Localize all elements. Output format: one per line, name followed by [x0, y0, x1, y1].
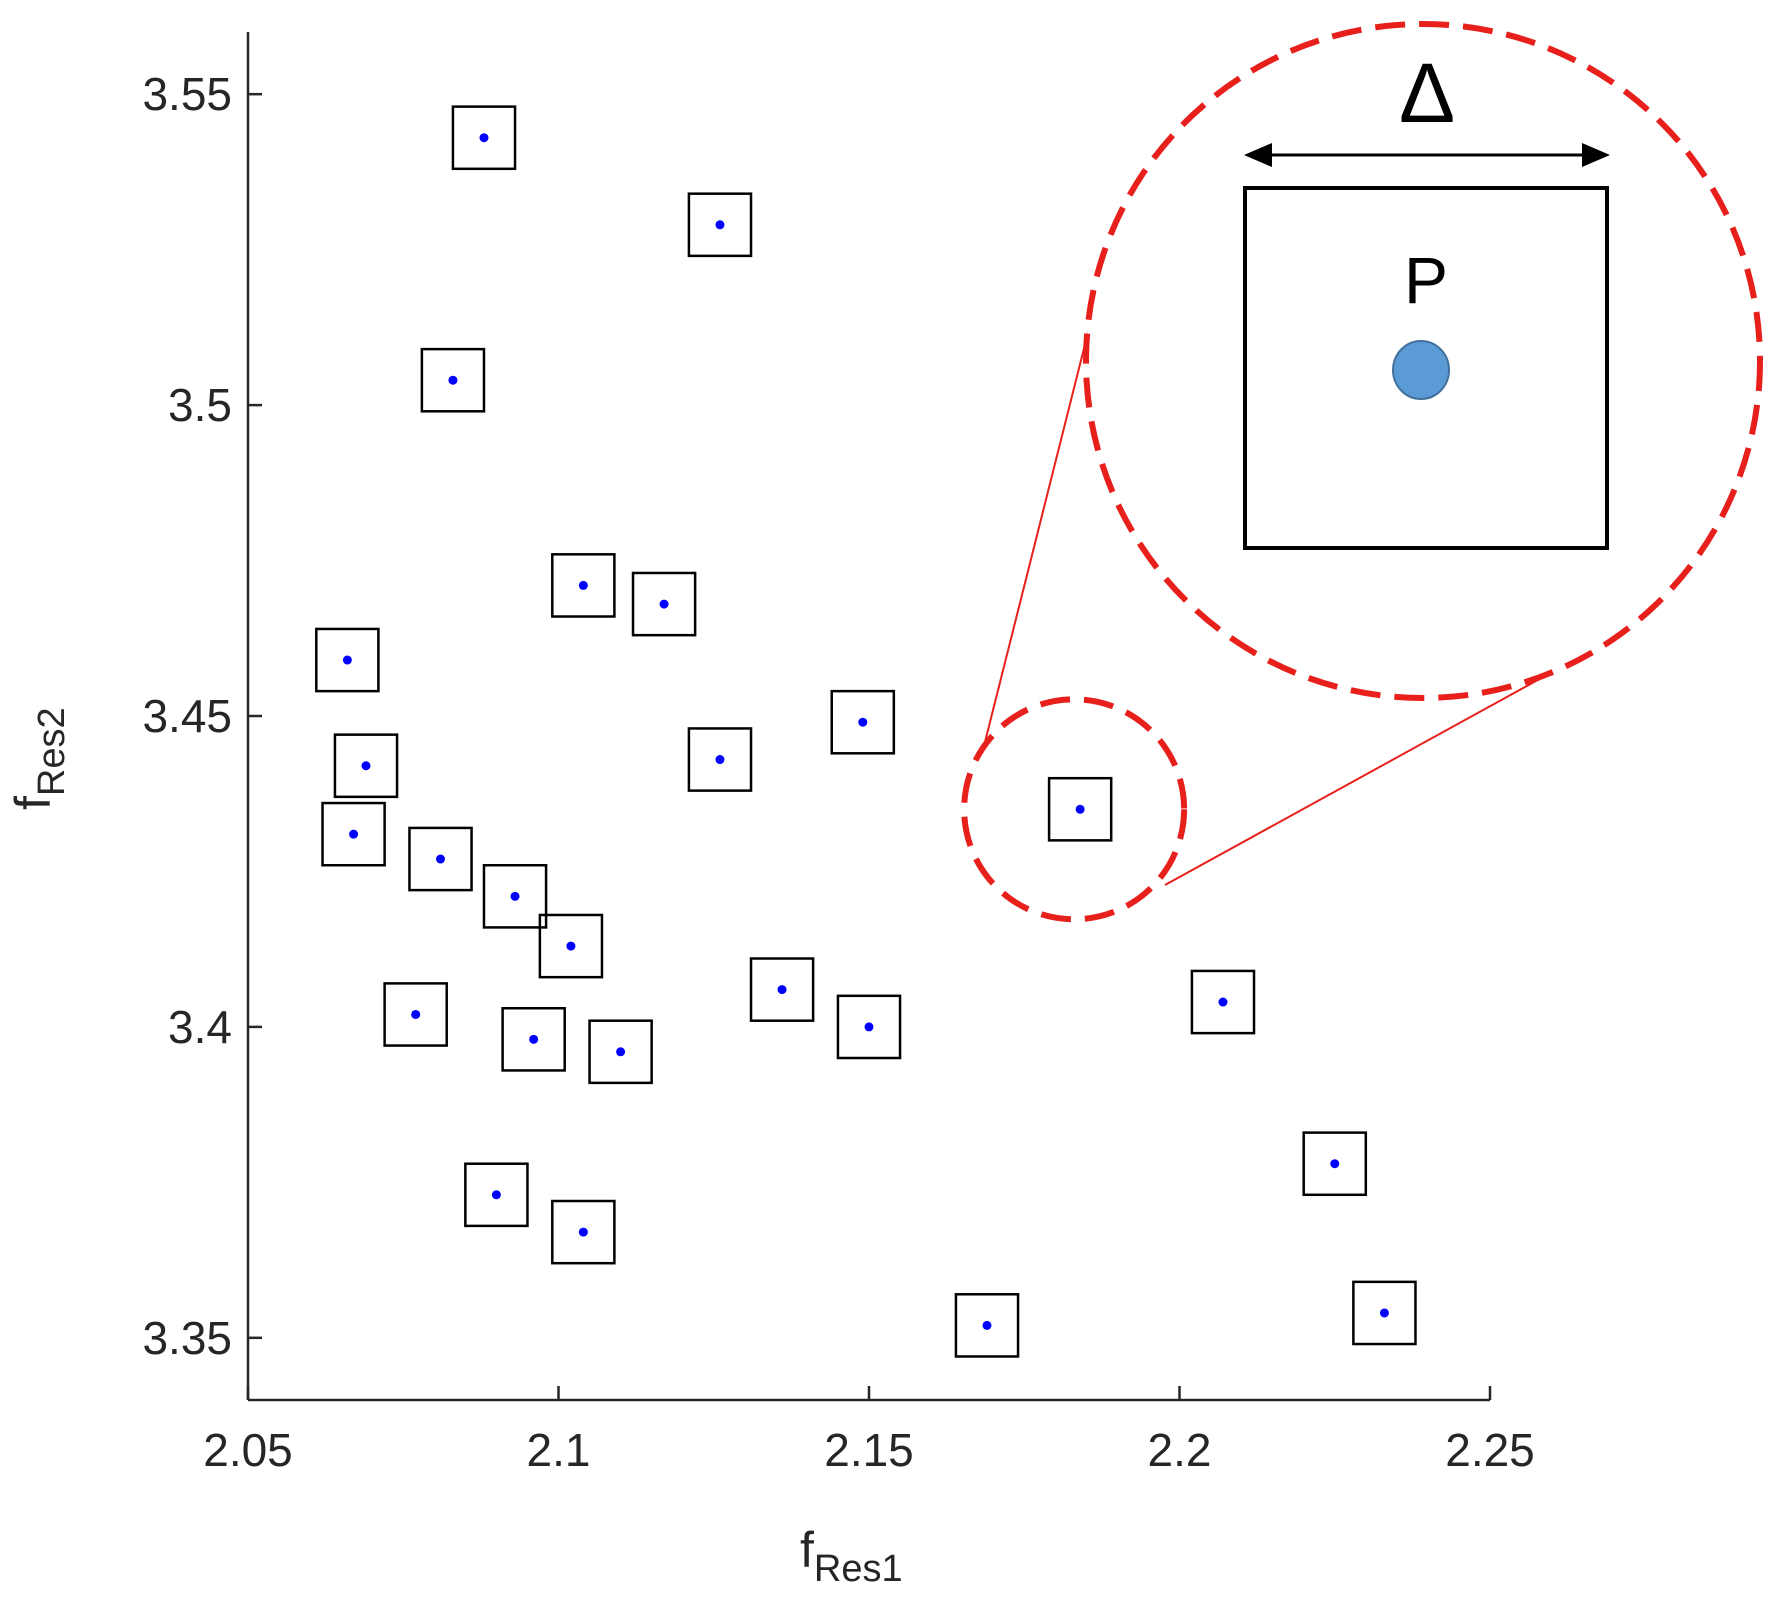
data-point [578, 1227, 588, 1237]
data-point [858, 717, 868, 727]
data-point [1218, 997, 1228, 1007]
y-tick-label: 3.35 [142, 1312, 232, 1364]
uncertainty-box [420, 347, 486, 413]
y-tick-label: 3.55 [142, 68, 232, 120]
data-point [436, 854, 446, 864]
uncertainty-box [1190, 969, 1256, 1035]
data-point [349, 829, 359, 839]
data-point [361, 761, 371, 771]
y-axis-label-sub: Res2 [31, 707, 73, 796]
uncertainty-box [1047, 776, 1113, 842]
delta-arrow-head-right [1582, 143, 1610, 167]
uncertainty-box [1352, 1280, 1417, 1346]
uncertainty-box [588, 1019, 653, 1085]
point-p-label: P [1404, 243, 1448, 317]
data-point [411, 1009, 421, 1019]
data-point [529, 1034, 539, 1044]
data-point [659, 599, 669, 609]
tick-labels: 2.05 2.1 2.15 2.2 2.25 3.35 3.4 3.45 3.5 3.55 [142, 68, 1534, 1476]
zoom-connector-line [1164, 675, 1546, 886]
uncertainty-box [749, 957, 815, 1022]
y-axis-label: fRes2 [5, 707, 73, 810]
x-tick-label: 2.2 [1148, 1424, 1212, 1476]
uncertainty-box [315, 627, 380, 693]
uncertainty-box [551, 1199, 616, 1265]
uncertainty-box [321, 801, 386, 867]
uncertainty-box [464, 1162, 529, 1228]
uncertainty-box [408, 826, 473, 892]
x-tick-label: 2.25 [1445, 1424, 1535, 1476]
data-point [982, 1320, 992, 1330]
uncertainty-box [501, 1007, 566, 1072]
data-point [566, 941, 576, 951]
data-point [510, 891, 520, 901]
uncertainty-boxes [315, 105, 1417, 1358]
uncertainty-box [333, 733, 399, 799]
x-tick-label: 2.05 [203, 1424, 293, 1476]
uncertainty-box [482, 863, 548, 929]
ticks [246, 92, 1492, 1400]
delta-arrow-head-left [1244, 143, 1272, 167]
data-point [491, 1190, 501, 1200]
uncertainty-box [538, 913, 604, 979]
data-point [448, 375, 458, 385]
uncertainty-box [383, 982, 448, 1047]
data-point [864, 1022, 874, 1032]
uncertainty-box [551, 553, 616, 618]
uncertainty-box [631, 571, 697, 637]
data-points [342, 133, 1389, 1330]
data-point [616, 1047, 626, 1057]
data-point [578, 580, 588, 590]
x-tick-label: 2.1 [527, 1424, 591, 1476]
data-point [1379, 1308, 1389, 1318]
uncertainty-box [1302, 1131, 1368, 1197]
y-tick-label: 3.4 [168, 1001, 232, 1053]
x-axis-label-sub: Res1 [814, 1548, 903, 1590]
delta-label: Δ [1399, 46, 1455, 140]
x-axis-label-base: f [800, 1522, 814, 1578]
data-point [342, 655, 352, 665]
highlight-circle [961, 696, 1188, 923]
uncertainty-box [954, 1293, 1020, 1358]
y-tick-label: 3.5 [168, 379, 232, 431]
y-axis-label-base: f [5, 796, 61, 810]
x-tick-label: 2.15 [824, 1424, 914, 1476]
data-point [777, 985, 787, 995]
data-point [715, 220, 725, 230]
uncertainty-box [836, 994, 902, 1060]
x-axis-label: fRes1 [800, 1522, 903, 1590]
data-point [715, 755, 725, 765]
uncertainty-box [687, 192, 753, 258]
data-point [1075, 804, 1085, 814]
zoom-callout: Δ P [961, 21, 1763, 923]
point-p-marker [1392, 340, 1450, 400]
uncertainty-box [687, 727, 753, 792]
data-point [1330, 1159, 1340, 1169]
data-point [479, 133, 489, 143]
y-tick-label: 3.45 [142, 690, 232, 742]
magnified-box [1243, 186, 1609, 550]
uncertainty-box [830, 689, 896, 755]
uncertainty-box [451, 105, 517, 171]
